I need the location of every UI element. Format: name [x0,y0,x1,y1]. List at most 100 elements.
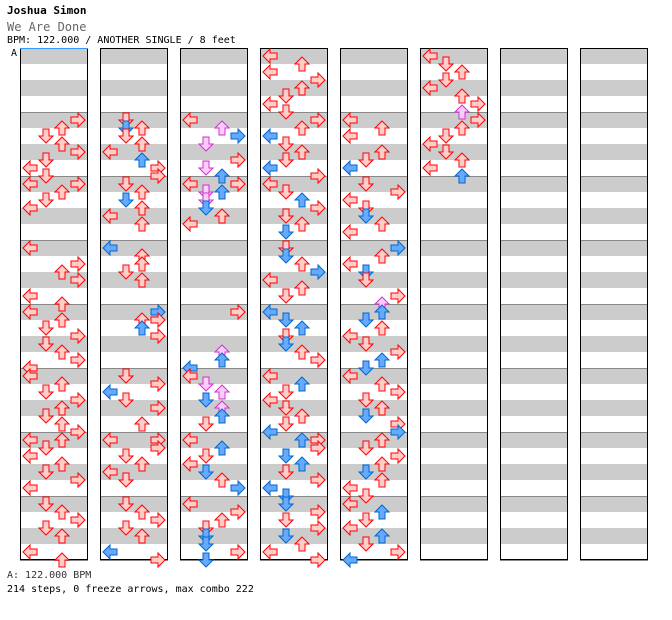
beat-stripe [580,272,648,288]
beat-stripe [580,208,648,224]
beat-stripe [100,48,168,64]
beat-stripe [580,48,648,64]
beat-stripe [20,272,88,288]
beat-stripe [580,304,648,320]
beat-stripe [500,368,568,384]
beat-stripe [420,144,488,160]
beat-stripe [100,400,168,416]
column-border [260,48,328,560]
column-border [180,48,248,560]
beat-stripe [580,528,648,544]
beat-stripe [20,528,88,544]
beat-stripe [260,336,328,352]
beat-stripe [260,272,328,288]
beat-stripe [100,208,168,224]
beat-stripe [20,496,88,512]
beat-stripe [340,368,408,384]
beat-stripe [260,112,328,128]
beat-stripe [260,528,328,544]
chart-column [180,48,248,561]
beat-stripe [180,400,248,416]
beat-stripe [420,432,488,448]
notes-layer [22,48,486,568]
beat-stripe [180,176,248,192]
beat-stripe [100,112,168,128]
beat-stripe [100,432,168,448]
columns-layer [20,48,648,561]
beat-stripe [20,176,88,192]
beat-stripe [420,48,488,64]
beat-stripe [580,368,648,384]
beat-stripe [180,272,248,288]
beat-stripe [20,304,88,320]
beat-stripe [340,400,408,416]
column-border [580,48,648,560]
beat-stripe [420,336,488,352]
song-title: We Are Done [7,20,87,34]
beat-stripe [420,272,488,288]
chart-column [20,48,88,561]
beat-stripe [20,144,88,160]
beat-stripe [500,304,568,320]
beat-stripe [420,112,488,128]
beat-stripe [580,240,648,256]
beat-stripe [580,176,648,192]
beat-stripe [500,176,568,192]
beat-stripe [500,112,568,128]
beat-stripe [580,112,648,128]
beat-stripe [500,240,568,256]
beat-stripe [100,528,168,544]
beat-stripe [340,176,408,192]
beat-stripe [180,240,248,256]
beat-stripe [180,496,248,512]
beat-stripe [580,400,648,416]
beat-stripe [500,496,568,512]
beat-stripe [100,304,168,320]
chart-column [260,48,328,561]
beat-stripe [180,80,248,96]
beat-stripe [20,400,88,416]
beat-stripe [500,208,568,224]
beat-stripe [260,400,328,416]
beat-stripe [500,400,568,416]
beat-stripe [180,304,248,320]
beat-stripe [20,432,88,448]
beat-stripe [260,432,328,448]
beat-stripe [580,464,648,480]
beat-stripe [100,336,168,352]
beat-stripe [260,368,328,384]
beat-stripe [260,240,328,256]
beat-stripe [100,368,168,384]
beat-stripe [180,368,248,384]
beat-stripe [20,368,88,384]
column-border [100,48,168,560]
bpm-summary: A: 122.000 BPM [7,570,92,581]
beat-stripe [420,176,488,192]
beat-stripe [420,240,488,256]
beat-stripe [260,496,328,512]
beat-stripe [420,80,488,96]
beat-stripe [340,144,408,160]
beat-stripe [260,464,328,480]
beat-stripe [260,48,328,64]
beat-stripe [260,144,328,160]
beat-stripe [340,496,408,512]
beat-stripe [20,240,88,256]
beat-stripe [20,336,88,352]
chart-info: BPM: 122.000 / ANOTHER SINGLE / 8 feet [7,35,236,46]
beat-stripe [420,304,488,320]
beat-stripe [20,112,88,128]
beat-stripe [260,208,328,224]
beat-stripe [580,144,648,160]
beat-stripe [180,112,248,128]
beat-stripe [180,48,248,64]
beat-stripe [20,208,88,224]
beat-stripe [340,432,408,448]
beat-stripe [180,432,248,448]
beat-stripe [180,336,248,352]
column-border [420,48,488,560]
beat-stripe [340,304,408,320]
column-border [340,48,408,560]
beat-stripe [500,272,568,288]
beat-stripe [100,240,168,256]
